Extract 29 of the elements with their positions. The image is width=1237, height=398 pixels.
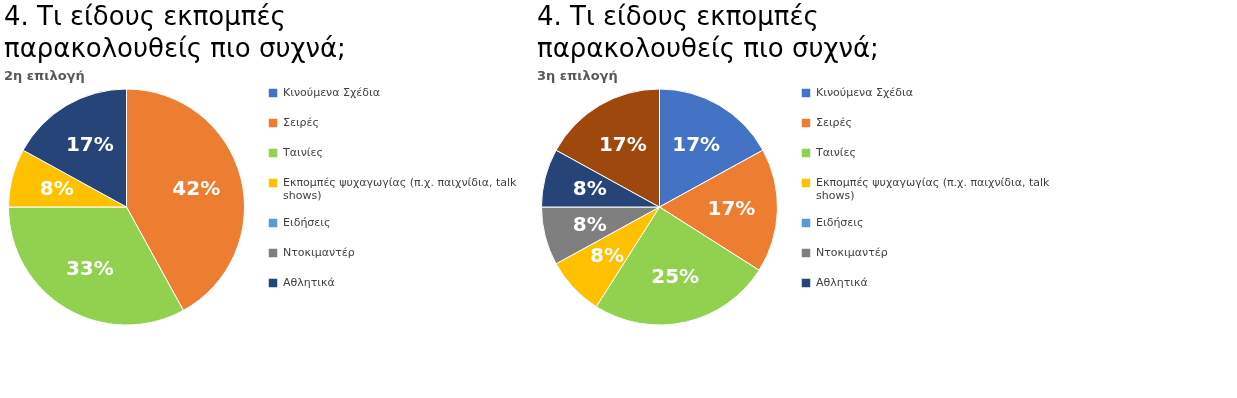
data-label: 8% — [39, 176, 74, 201]
legend-label: Ντοκιμαντέρ — [816, 246, 888, 259]
legend-label: Κινούμενα Σχέδια — [816, 86, 913, 99]
legend-label: Ταινίες — [282, 146, 323, 159]
legend-label: Ντοκιμαντέρ — [283, 246, 355, 259]
legend-label: Σειρές — [283, 116, 320, 129]
data-label: 17% — [672, 132, 721, 157]
data-label: 8% — [590, 243, 624, 268]
data-label: 17% — [598, 132, 647, 157]
data-label: 8% — [572, 211, 607, 236]
legend-label: Εκπομπές ψυχαγωγίας (π.χ. παιχνίδια, talk shows) — [816, 176, 1051, 202]
data-label: 17% — [707, 196, 756, 221]
chart-title: 4. Τι είδους εκπομπές παρακολουθείς πιο συχνά; — [537, 1, 879, 63]
chart-title: 4. Τι είδους εκπομπές παρακολουθείς πιο συχνά; — [4, 1, 346, 63]
chart-subtitle: 3η επιλογή — [537, 68, 618, 83]
legend-label: Σειρές — [816, 116, 853, 129]
chart-subtitle: 2η επιλογή — [4, 68, 85, 83]
data-label: 17% — [65, 132, 114, 157]
legend-label: Εκπομπές ψυχαγωγίας (π.χ. παιχνίδια, talk shows) — [283, 176, 518, 202]
data-label: 8% — [572, 176, 607, 201]
legend-label: Αθλητικά — [283, 276, 335, 289]
legend-label: Αθλητικά — [816, 276, 868, 289]
legend-label: Ειδήσεις — [816, 216, 864, 229]
data-label: 42% — [172, 176, 221, 201]
legend-label: Ειδήσεις — [283, 216, 331, 229]
data-label: 33% — [65, 255, 114, 280]
legend-label: Κινούμενα Σχέδια — [283, 86, 380, 99]
legend-label: Ταινίες — [815, 146, 856, 159]
data-label: 25% — [651, 264, 700, 289]
